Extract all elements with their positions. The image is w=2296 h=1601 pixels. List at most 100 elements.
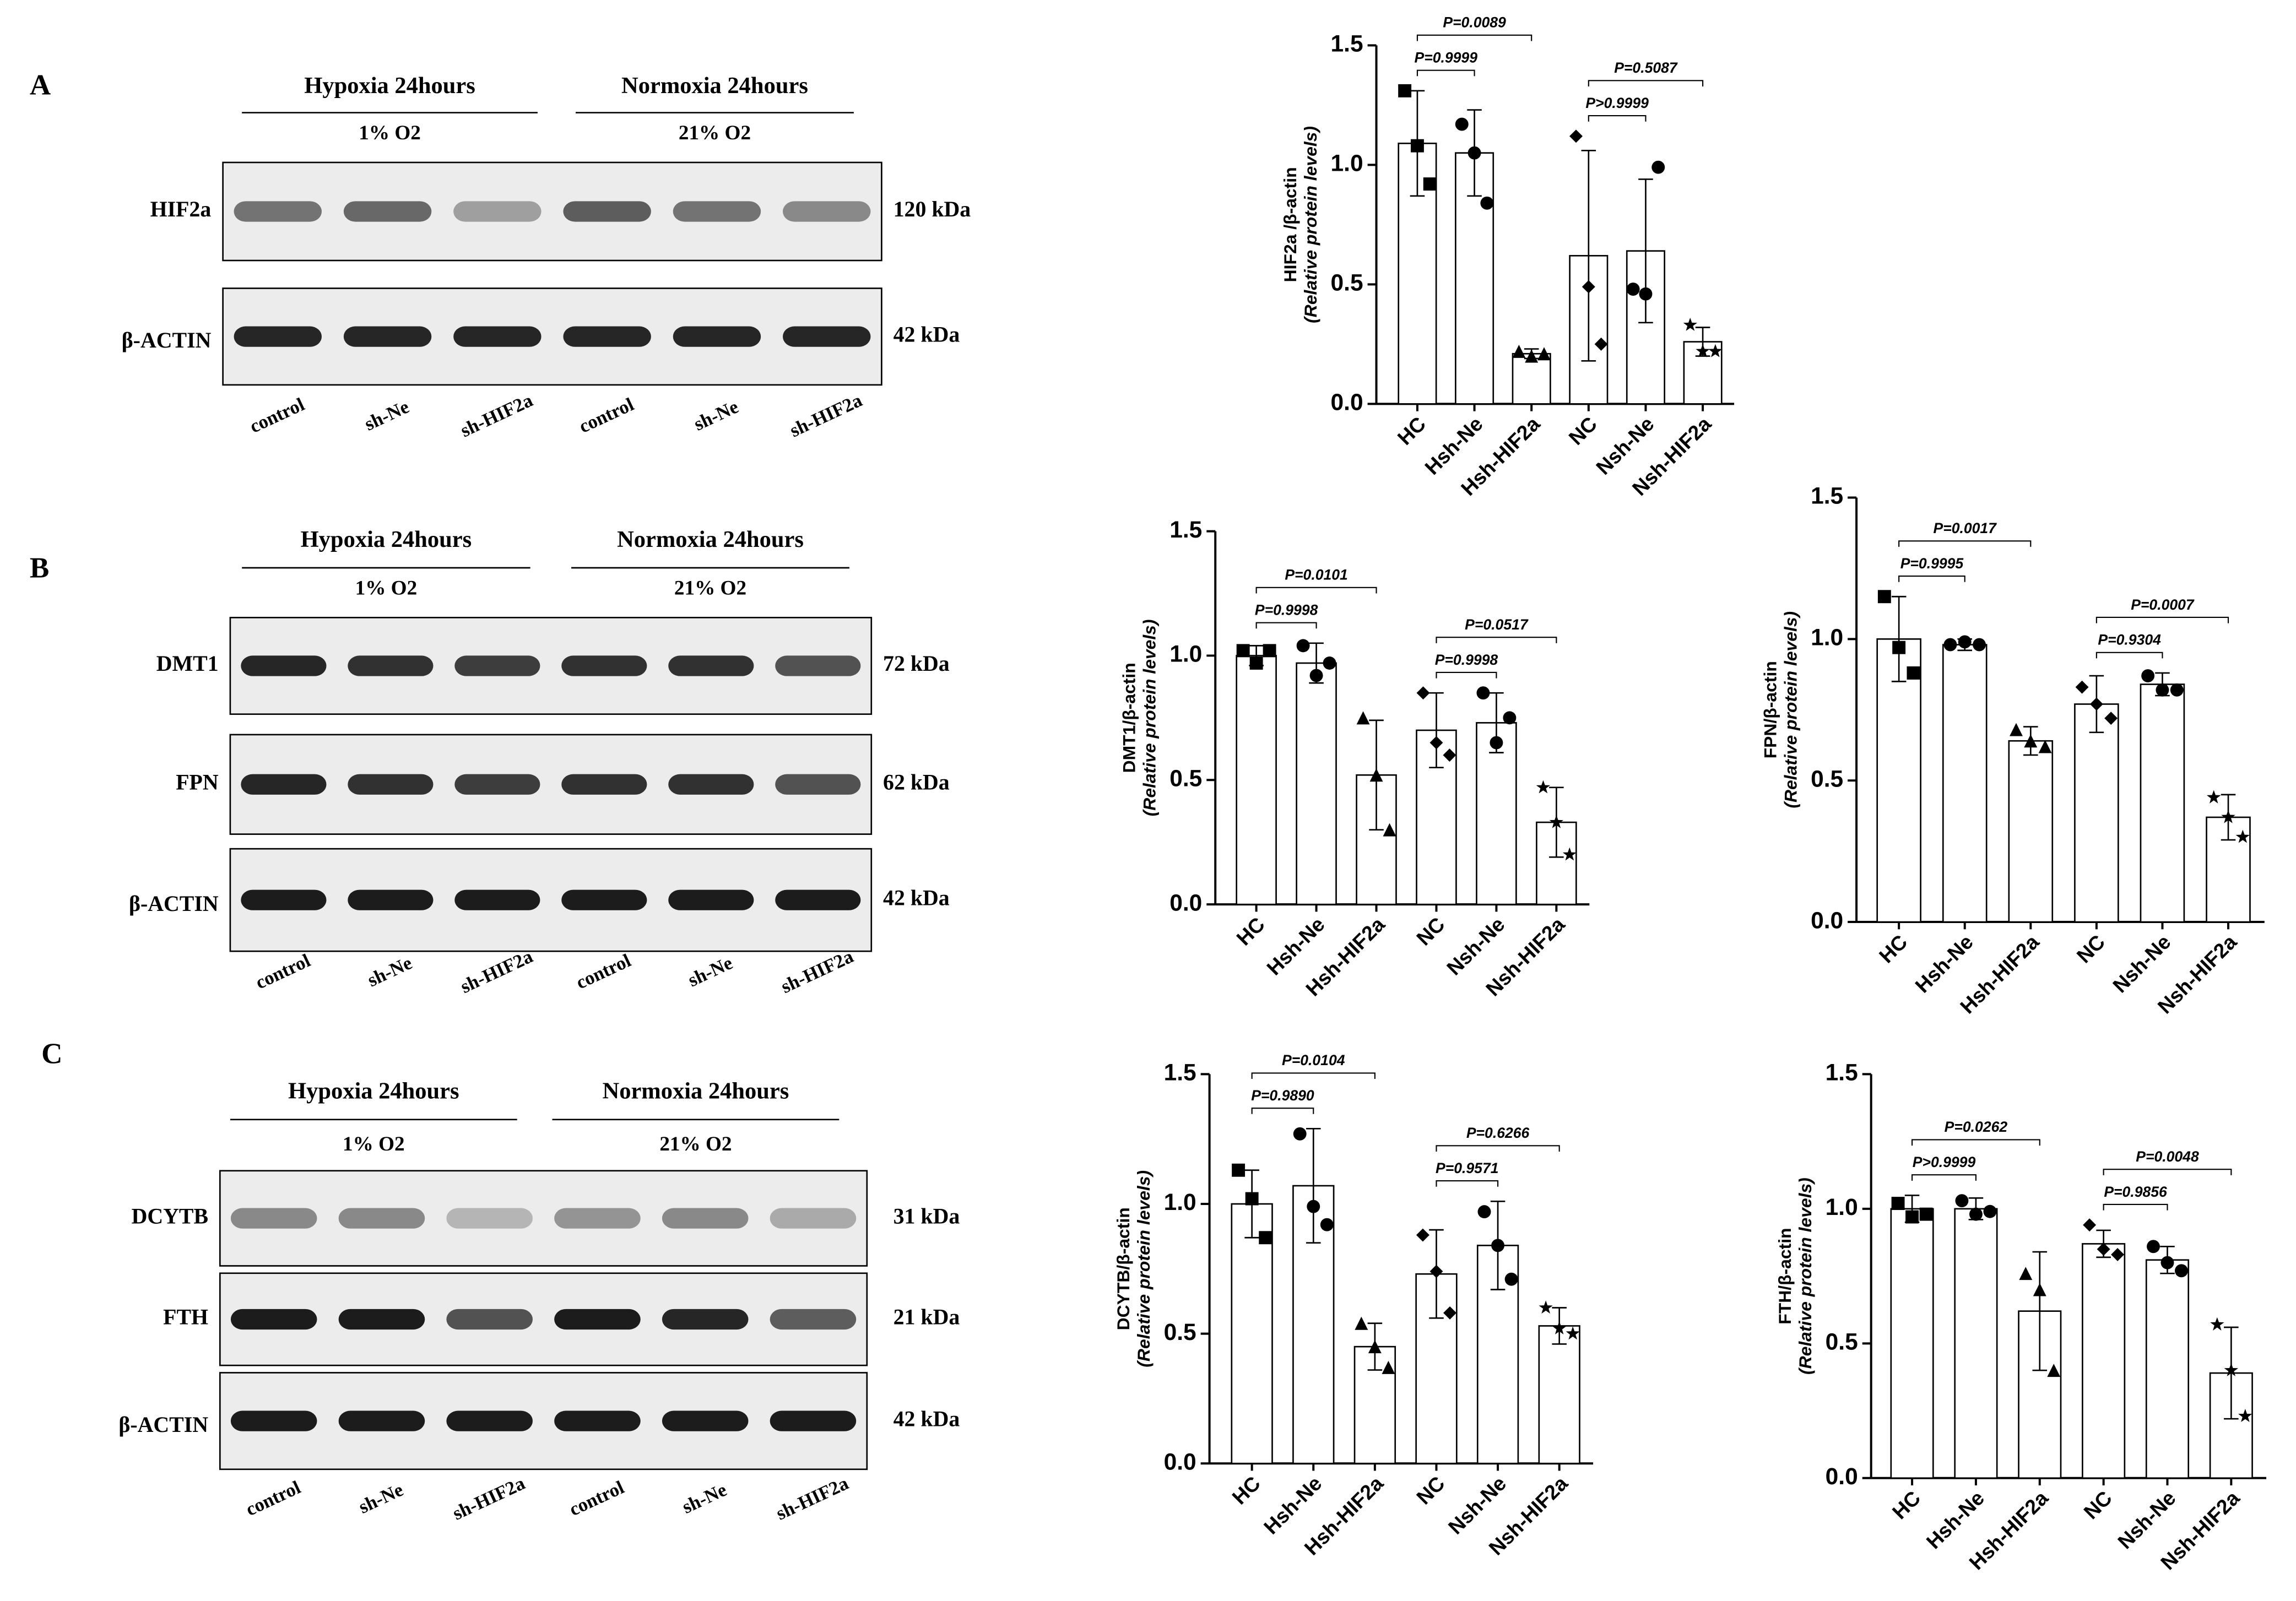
oxygen-label: 1% O2 — [355, 577, 418, 599]
y-tick-label: 0.5 — [1826, 1329, 1858, 1355]
y-tick-label: 1.5 — [1164, 1060, 1196, 1086]
band — [775, 655, 861, 676]
data-point — [2206, 790, 2221, 804]
p-value: P=0.6266 — [1466, 1125, 1530, 1141]
significance-bracket — [2103, 1169, 2232, 1175]
data-point — [2083, 1218, 2097, 1232]
data-point — [2010, 723, 2023, 736]
data-point — [2156, 683, 2169, 697]
band — [662, 1410, 749, 1431]
x-tick-label: HC — [1227, 1472, 1265, 1509]
data-point — [1552, 1321, 1567, 1334]
y-tick-label: 0.0 — [1169, 890, 1202, 916]
data-point — [1491, 1239, 1505, 1252]
band — [563, 326, 651, 347]
data-point — [2238, 1409, 2252, 1423]
y-axis-label: (Relative protein levels) — [1134, 1170, 1154, 1367]
data-point — [1973, 638, 1986, 652]
p-value: P=0.0048 — [2136, 1148, 2199, 1165]
significance-bracket — [1416, 69, 1475, 77]
data-point — [1355, 1316, 1368, 1330]
lane-label: control — [566, 1477, 627, 1520]
data-point — [2170, 683, 2184, 697]
band — [234, 326, 322, 347]
significance-bracket — [1588, 80, 1704, 86]
y-tick-label: 1.0 — [1169, 642, 1202, 667]
lane-label: sh-HIF2a — [457, 390, 536, 442]
significance-bracket — [1898, 575, 1965, 582]
significance-bracket — [1911, 1174, 1976, 1181]
p-value: P=0.9995 — [1900, 555, 1964, 572]
p-value: P=0.0104 — [1282, 1052, 1345, 1068]
blot-box — [219, 1372, 868, 1470]
significance-bracket — [1251, 1108, 1314, 1114]
data-point — [2147, 1240, 2160, 1253]
data-point — [1309, 669, 1323, 682]
x-tick-label: Nsh-Ne — [2108, 930, 2175, 997]
data-point — [1708, 344, 1723, 357]
lane-label: sh-Ne — [691, 396, 742, 435]
data-point — [1468, 146, 1481, 160]
data-point — [2038, 740, 2052, 753]
band — [230, 1309, 317, 1330]
lane-label: control — [576, 394, 637, 437]
p-value: P=0.0089 — [1443, 14, 1506, 31]
group-label: Normoxia 24hours — [621, 73, 808, 99]
data-point — [1539, 1300, 1553, 1314]
data-point — [2019, 1267, 2033, 1280]
p-value: P>0.9999 — [1913, 1154, 1976, 1170]
data-point — [1907, 666, 1920, 680]
y-tick-label: 0.0 — [1811, 908, 1843, 934]
oxygen-label: 1% O2 — [343, 1133, 405, 1155]
lane-label: control — [573, 950, 634, 994]
oxygen-label: 21% O2 — [679, 122, 751, 144]
y-tick-label: 0.5 — [1164, 1320, 1196, 1345]
size-label: 42 kDa — [894, 322, 960, 346]
bar — [2082, 1243, 2126, 1479]
band — [561, 889, 647, 910]
group-label: Hypoxia 24hours — [288, 1078, 459, 1104]
data-point — [2033, 1283, 2046, 1296]
data-point — [1983, 1204, 1997, 1218]
blot-box — [229, 734, 873, 835]
bar — [2140, 683, 2185, 923]
band — [343, 201, 432, 222]
band — [446, 1208, 533, 1229]
oxygen-label: 21% O2 — [674, 577, 746, 599]
band — [454, 889, 540, 910]
lane-label: control — [246, 394, 307, 437]
lane-label: sh-HIF2a — [773, 1473, 852, 1524]
band — [343, 326, 432, 347]
significance-bracket — [1588, 115, 1647, 122]
bar — [1231, 1203, 1273, 1464]
group-label: Normoxia 24hours — [603, 1078, 789, 1104]
band — [338, 1208, 425, 1229]
band — [668, 655, 754, 676]
data-point — [1383, 823, 1396, 837]
data-point — [1323, 656, 1336, 670]
band — [453, 326, 541, 347]
data-point — [1549, 815, 1564, 828]
data-point — [1398, 84, 1412, 97]
significance-bracket — [2103, 1203, 2168, 1211]
data-point — [1296, 639, 1310, 653]
oxygen-label: 1% O2 — [359, 122, 421, 144]
p-value: P=0.5087 — [1614, 59, 1678, 76]
data-point — [2224, 1363, 2239, 1376]
bar — [2145, 1259, 2190, 1479]
size-label: 31 kDa — [894, 1203, 960, 1228]
protein-label: β-ACTIN — [122, 328, 212, 352]
data-point — [1236, 644, 1250, 658]
bar — [1236, 655, 1277, 905]
band — [241, 655, 327, 676]
y-tick-label: 0.0 — [1164, 1449, 1196, 1475]
data-point — [1416, 1228, 1429, 1242]
data-point — [2097, 1242, 2110, 1256]
significance-bracket — [1416, 34, 1533, 41]
lane-label: sh-Ne — [355, 1479, 407, 1518]
data-point — [1919, 1207, 1933, 1221]
data-point — [1263, 644, 1276, 658]
band — [775, 889, 861, 910]
blot-box — [219, 1272, 868, 1366]
x-tick-label: NC — [1564, 412, 1601, 449]
